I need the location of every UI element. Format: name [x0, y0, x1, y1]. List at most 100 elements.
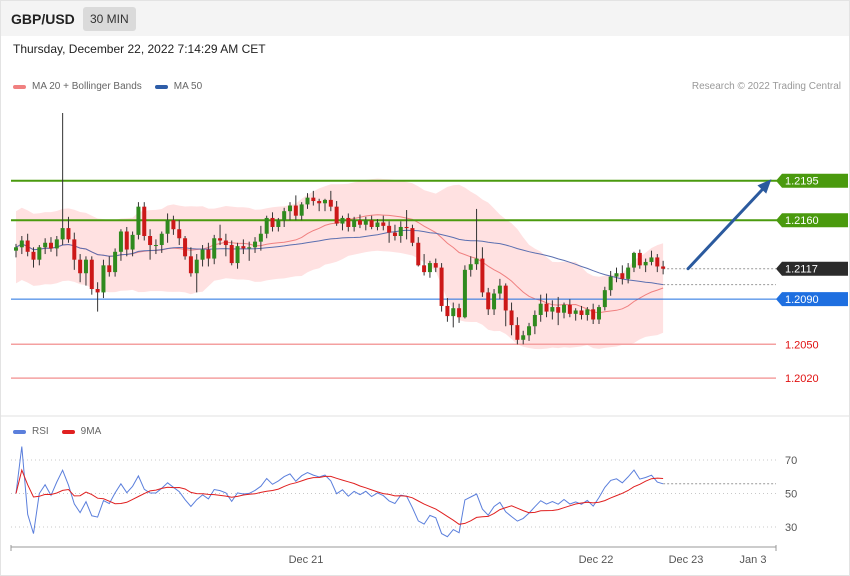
rsi-ma-line [15, 468, 664, 525]
forecast-arrow [686, 186, 766, 271]
candle-body [223, 240, 228, 246]
legend-item-rsi: RSI [13, 426, 49, 437]
price-label: 1.2050 [785, 339, 819, 351]
candle-body [66, 228, 71, 240]
candle-body [299, 204, 304, 216]
candle-body [264, 217, 269, 234]
candle-body [497, 285, 502, 294]
candle-body [352, 220, 357, 227]
timestamp: Thursday, December 22, 2022 7:14:29 AM C… [13, 42, 266, 56]
timeframe-button[interactable]: 30 MIN [83, 7, 136, 31]
candle-body [445, 305, 450, 317]
candle-body [515, 325, 520, 340]
candle-body [60, 228, 65, 240]
candle-body [293, 205, 298, 216]
candle-body [212, 238, 217, 259]
candle-body [54, 239, 59, 249]
candle-body [276, 220, 281, 227]
bollinger-band [16, 178, 664, 350]
forecast-arrowhead [757, 179, 772, 194]
candle-body [556, 307, 561, 313]
x-tick-label: Jan 3 [740, 554, 767, 566]
legend-item-ma20: MA 20 + Bollinger Bands [13, 81, 142, 92]
symbol-title: GBP/USD [11, 11, 75, 27]
candle-body [311, 197, 316, 202]
candle-body [521, 335, 526, 340]
candle-body [200, 249, 205, 260]
candle-body [241, 246, 246, 249]
candle-body [626, 267, 631, 279]
credit-text: Research © 2022 Trading Central [691, 81, 841, 92]
candle-body [72, 239, 77, 260]
candle-body [631, 252, 636, 268]
candle-body [253, 241, 258, 248]
candle-body [404, 226, 409, 229]
candle-body [637, 252, 642, 266]
legend-item-ma50: MA 50 [154, 81, 203, 92]
candle-body [14, 247, 18, 251]
candle-body [433, 263, 438, 268]
x-tick-label: Dec 22 [579, 554, 614, 566]
candle-body [142, 206, 147, 236]
candle-body [579, 310, 584, 315]
candle-body [591, 309, 596, 320]
legend-label-ma50: MA 50 [173, 81, 203, 92]
candle-body [25, 240, 30, 252]
rsi-line [15, 446, 664, 538]
candle-body [136, 206, 141, 235]
candle-body [206, 249, 211, 259]
candle-body [148, 236, 153, 246]
candle-body [153, 245, 158, 247]
candle-body [340, 217, 345, 224]
ma50-line [15, 229, 664, 286]
candle-body [573, 310, 578, 314]
candle-body [527, 326, 532, 336]
candle-body [171, 220, 176, 230]
candle-body [235, 246, 240, 264]
candle-body [31, 251, 36, 260]
candle-body [78, 259, 83, 274]
candle-body [328, 199, 333, 207]
candle-body [416, 242, 421, 266]
candle-body [486, 292, 491, 310]
rsi-tick-label: 50 [785, 489, 797, 501]
candle-body [655, 257, 660, 267]
rsi-tick-label: 30 [785, 522, 797, 534]
candle-body [317, 201, 322, 204]
x-tick-label: Dec 21 [289, 554, 324, 566]
candle-body [439, 267, 444, 306]
legend-swatch-ma20 [13, 84, 26, 89]
candle-body [19, 240, 24, 248]
candle-body [159, 233, 164, 246]
candle-body [422, 265, 427, 273]
candle-body [608, 276, 613, 291]
main-legend: MA 20 + Bollinger Bands MA 50 [13, 81, 215, 92]
legend-label-rsi: RSI [32, 426, 49, 437]
candle-body [544, 303, 549, 312]
candle-body [602, 290, 607, 308]
candle-body [550, 307, 555, 312]
candle-body [375, 222, 380, 227]
candle-body [346, 217, 351, 227]
price-label-box [776, 261, 848, 276]
candle-body [357, 220, 362, 225]
legend-swatch-ma50 [154, 84, 168, 89]
price-label-box [776, 292, 848, 307]
candle-body [124, 231, 129, 250]
candle-body [585, 309, 590, 315]
candle-body [597, 307, 601, 320]
price-label: 1.2090 [785, 294, 819, 306]
candle-body [532, 314, 537, 327]
candle-body [538, 303, 543, 315]
candle-body [492, 293, 497, 310]
candle-body [113, 251, 118, 273]
price-label: 1.2117 [785, 264, 818, 276]
candle-body [451, 308, 456, 317]
candle-body [247, 247, 252, 249]
candle-body [194, 259, 199, 274]
candle-body [107, 265, 112, 273]
price-label: 1.2195 [785, 176, 819, 188]
candle-body [387, 225, 392, 233]
legend-swatch-9ma [61, 429, 75, 434]
